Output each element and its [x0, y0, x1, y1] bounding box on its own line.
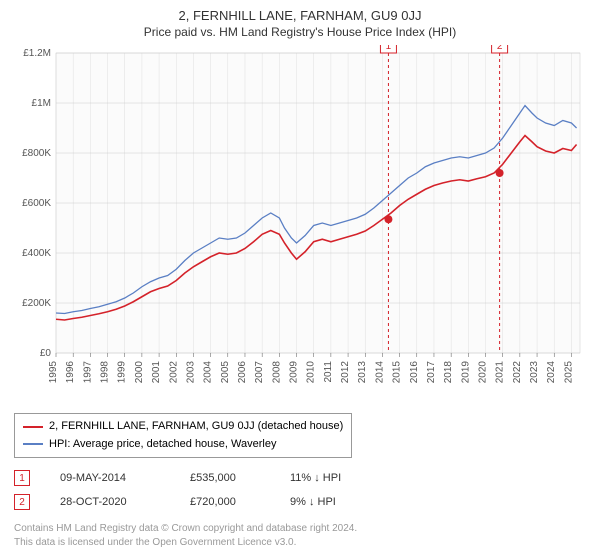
svg-text:1999: 1999	[117, 361, 128, 384]
svg-text:2010: 2010	[306, 361, 317, 384]
legend-item: 2, FERNHILL LANE, FARNHAM, GU9 0JJ (deta…	[23, 418, 343, 436]
sale-marker-ref: 2	[14, 494, 30, 510]
svg-text:2019: 2019	[460, 361, 471, 384]
sale-price: £535,000	[190, 472, 260, 484]
svg-text:£1.2M: £1.2M	[23, 48, 51, 59]
svg-text:2015: 2015	[392, 361, 403, 384]
svg-text:2016: 2016	[409, 361, 420, 384]
svg-text:£800K: £800K	[22, 148, 51, 159]
sale-row: 1 09-MAY-2014 £535,000 11% ↓ HPI	[14, 466, 586, 490]
svg-text:2004: 2004	[203, 361, 214, 384]
svg-text:1996: 1996	[65, 361, 76, 384]
svg-text:2007: 2007	[254, 361, 265, 384]
svg-text:£400K: £400K	[22, 248, 51, 259]
svg-text:2021: 2021	[495, 361, 506, 384]
svg-text:1: 1	[386, 45, 392, 52]
sale-date: 09-MAY-2014	[60, 472, 160, 484]
svg-text:2023: 2023	[529, 361, 540, 384]
sale-marker-dot	[496, 169, 504, 177]
svg-text:£600K: £600K	[22, 198, 51, 209]
sale-diff: 11% ↓ HPI	[290, 472, 380, 484]
svg-text:£1M: £1M	[32, 98, 51, 109]
line-chart-svg: £0 £200K £400K £600K £800K £1M £1.2M 1995 1996 19…	[14, 45, 586, 405]
legend-label: HPI: Average price, detached house, Wave…	[49, 436, 276, 454]
sale-marker-ref: 1	[14, 470, 30, 486]
sales-table: 1 09-MAY-2014 £535,000 11% ↓ HPI 2 28-OCT-202…	[14, 466, 586, 514]
svg-text:1997: 1997	[82, 361, 93, 384]
legend-box: 2, FERNHILL LANE, FARNHAM, GU9 0JJ (deta…	[14, 413, 352, 458]
sale-price: £720,000	[190, 496, 260, 508]
chart-plot-area: £0 £200K £400K £600K £800K £1M £1.2M 1995 1996 19…	[14, 45, 586, 405]
svg-text:1995: 1995	[48, 361, 59, 384]
svg-text:2012: 2012	[340, 361, 351, 384]
legend-label: 2, FERNHILL LANE, FARNHAM, GU9 0JJ (deta…	[49, 418, 343, 436]
svg-text:2001: 2001	[151, 361, 162, 384]
svg-text:2014: 2014	[374, 361, 385, 384]
svg-text:2017: 2017	[426, 361, 437, 384]
svg-text:2005: 2005	[220, 361, 231, 384]
legend-item: HPI: Average price, detached house, Wave…	[23, 436, 343, 454]
chart-subtitle: Price paid vs. HM Land Registry's House …	[14, 25, 586, 39]
sale-diff: 9% ↓ HPI	[290, 496, 380, 508]
sale-date: 28-OCT-2020	[60, 496, 160, 508]
svg-text:2022: 2022	[512, 361, 523, 384]
svg-text:2003: 2003	[185, 361, 196, 384]
svg-text:2018: 2018	[443, 361, 454, 384]
svg-text:2024: 2024	[546, 361, 557, 384]
svg-text:2013: 2013	[357, 361, 368, 384]
sale-row: 2 28-OCT-2020 £720,000 9% ↓ HPI	[14, 490, 586, 514]
sale-marker-dot	[384, 215, 392, 223]
svg-text:2011: 2011	[323, 361, 334, 383]
svg-text:2: 2	[497, 45, 503, 52]
svg-text:2020: 2020	[478, 361, 489, 384]
footer-line2: This data is licensed under the Open Gov…	[14, 536, 586, 550]
chart-container: 2, FERNHILL LANE, FARNHAM, GU9 0JJ Price…	[0, 0, 600, 560]
chart-title: 2, FERNHILL LANE, FARNHAM, GU9 0JJ	[14, 8, 586, 23]
svg-text:2008: 2008	[271, 361, 282, 384]
svg-text:£200K: £200K	[22, 298, 51, 309]
legend-swatch	[23, 443, 43, 445]
svg-text:2025: 2025	[563, 361, 574, 384]
svg-text:2006: 2006	[237, 361, 248, 384]
svg-text:2000: 2000	[134, 361, 145, 384]
legend-swatch	[23, 426, 43, 428]
svg-text:£0: £0	[40, 348, 52, 359]
svg-text:2002: 2002	[168, 361, 179, 384]
footer-attribution: Contains HM Land Registry data © Crown c…	[14, 522, 586, 550]
svg-text:1998: 1998	[100, 361, 111, 384]
footer-line1: Contains HM Land Registry data © Crown c…	[14, 522, 586, 536]
svg-text:2009: 2009	[289, 361, 300, 384]
